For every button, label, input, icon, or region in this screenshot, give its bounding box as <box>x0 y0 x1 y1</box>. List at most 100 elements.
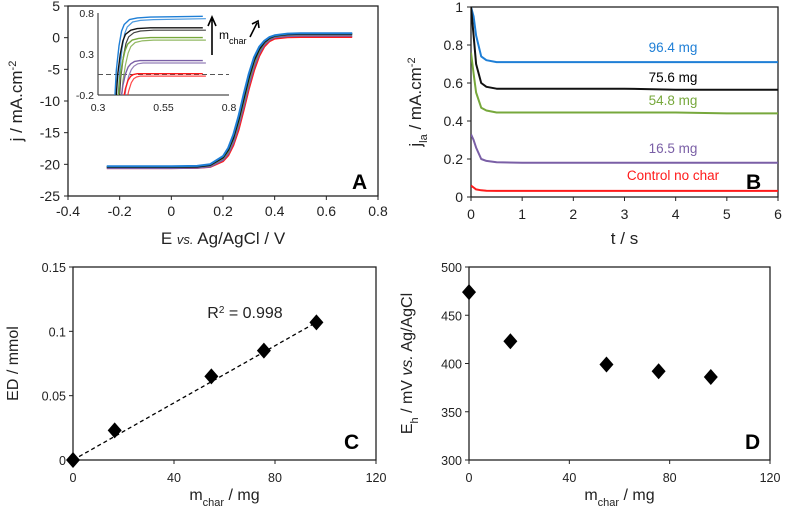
x-tick-label: 0.4 <box>265 203 285 219</box>
y-tick-label: 1 <box>455 0 463 15</box>
cv-curve-16-5-mg <box>106 34 353 170</box>
inset-annotation: mchar <box>219 28 247 46</box>
plot-frame <box>470 6 779 198</box>
annotation-main: m <box>219 28 229 42</box>
y-label-subscript: h <box>409 417 421 423</box>
x-label-subscript: char <box>203 497 225 509</box>
panel-letter: B <box>746 171 761 194</box>
x-label-rest: / mg <box>619 487 655 504</box>
y-tick-label: 300 <box>441 454 462 468</box>
y-label-main: j <box>406 143 425 148</box>
y-tick-label: 0.2 <box>444 151 464 167</box>
series-label: 54.8 mg <box>649 93 698 108</box>
y-tick-label: 0.8 <box>444 37 464 53</box>
inset-x-tick-label: 0.8 <box>222 102 237 114</box>
y-label-main: ED / mmol <box>5 326 22 401</box>
x-tick-label: 0 <box>467 206 475 222</box>
x-tick-label: 3 <box>621 206 629 222</box>
x-tick-label: 80 <box>663 471 677 485</box>
data-point <box>599 356 614 373</box>
inset-curve-repeat <box>127 75 206 95</box>
cv-curve-96-4-mg <box>106 32 353 168</box>
y-tick-label: 0.15 <box>42 261 66 275</box>
annotation-rest: = 0.998 <box>224 305 282 322</box>
data-point <box>703 369 718 386</box>
inset-x-tick-label: 0.55 <box>153 102 174 114</box>
inset-curve <box>120 59 203 95</box>
data-point <box>204 368 219 385</box>
x-tick-label: -0.2 <box>108 203 132 219</box>
y-label-subscript: la <box>418 133 430 142</box>
x-label-rest: Ag/AgCl / V <box>194 229 286 248</box>
y-label-main: E <box>399 423 416 434</box>
inset-curve <box>117 36 203 95</box>
y-axis-label: jla / mA.cm-2 <box>406 57 430 147</box>
r-squared-annotation: R2 = 0.998 <box>207 305 283 323</box>
x-tick-label: 80 <box>268 471 282 485</box>
annotation-main: R <box>207 305 219 322</box>
y-tick-label: 0 <box>59 454 66 468</box>
y-axis-label: ED / mmol <box>5 326 22 401</box>
x-tick-label: 0 <box>167 203 175 219</box>
data-point <box>107 422 122 439</box>
y-tick-label: 0.6 <box>444 75 464 91</box>
y-tick-label: 0.4 <box>444 113 464 129</box>
trendline-dashed <box>72 321 317 461</box>
data-point <box>651 363 666 380</box>
chrono-curve <box>471 184 778 192</box>
y-tick-label: 5 <box>52 0 60 14</box>
chrono-curve <box>471 7 778 64</box>
y-label-main: j / mA.cm <box>7 70 26 142</box>
annotation-superscript: 2 <box>219 305 225 316</box>
y-tick-label: 0 <box>455 189 463 205</box>
x-tick-label: -0.4 <box>56 203 80 219</box>
x-label-main: E <box>161 229 177 248</box>
x-label-main: m <box>189 487 202 504</box>
x-tick-label: 6 <box>774 206 782 222</box>
arrow-diagonal-icon <box>249 19 260 38</box>
x-tick-label: 1 <box>518 206 526 222</box>
x-label-rest: / mg <box>224 487 260 504</box>
x-tick-label: 0.2 <box>213 203 233 219</box>
data-point <box>66 452 80 468</box>
data-point <box>309 314 324 331</box>
y-tick-label: 500 <box>441 261 462 275</box>
y-tick-label: 450 <box>441 309 462 323</box>
inset-curve <box>123 72 203 95</box>
y-label-superscript: -2 <box>406 57 418 67</box>
inset-curve-repeat <box>121 39 206 95</box>
x-tick-label: 5 <box>723 206 731 222</box>
chrono-curve <box>471 52 778 115</box>
arrow-up-icon <box>207 15 217 55</box>
chrono-curve <box>471 133 778 164</box>
x-tick-label: 120 <box>366 471 387 485</box>
chrono-curve <box>471 7 778 91</box>
data-point <box>256 342 271 359</box>
plot-frame <box>72 266 377 461</box>
x-label-main: m <box>584 487 597 504</box>
inset-y-tick-label: -0.2 <box>76 90 94 102</box>
y-tick-label: -10 <box>40 93 60 109</box>
series-label: 16.5 mg <box>649 141 698 156</box>
y-tick-label: 0.05 <box>42 390 66 404</box>
panel-letter: D <box>745 431 760 454</box>
y-tick-label: -5 <box>48 61 61 77</box>
y-tick-label: -25 <box>40 188 60 204</box>
inset-y-tick-label: 0.3 <box>79 49 94 61</box>
data-point <box>462 284 476 301</box>
x-axis-label: mchar / mg <box>189 487 259 509</box>
y-tick-label: 0.1 <box>49 325 66 339</box>
x-tick-label: 0.8 <box>368 203 388 219</box>
x-tick-label: 120 <box>760 471 781 485</box>
x-label-subscript: char <box>598 497 620 509</box>
y-tick-label: -15 <box>40 125 60 141</box>
x-label-main: t / s <box>611 229 638 248</box>
inset-curve-repeat <box>117 18 206 95</box>
y-label-rest: / mA.cm <box>406 67 425 134</box>
y-label-rest: / mV <box>399 376 416 418</box>
y-axis-label: j / mA.cm-2 <box>7 61 26 143</box>
y-tick-label: -20 <box>40 156 60 172</box>
series-label: Control no char <box>627 168 720 183</box>
y-label-rest2: Ag/AgCl <box>399 293 416 355</box>
